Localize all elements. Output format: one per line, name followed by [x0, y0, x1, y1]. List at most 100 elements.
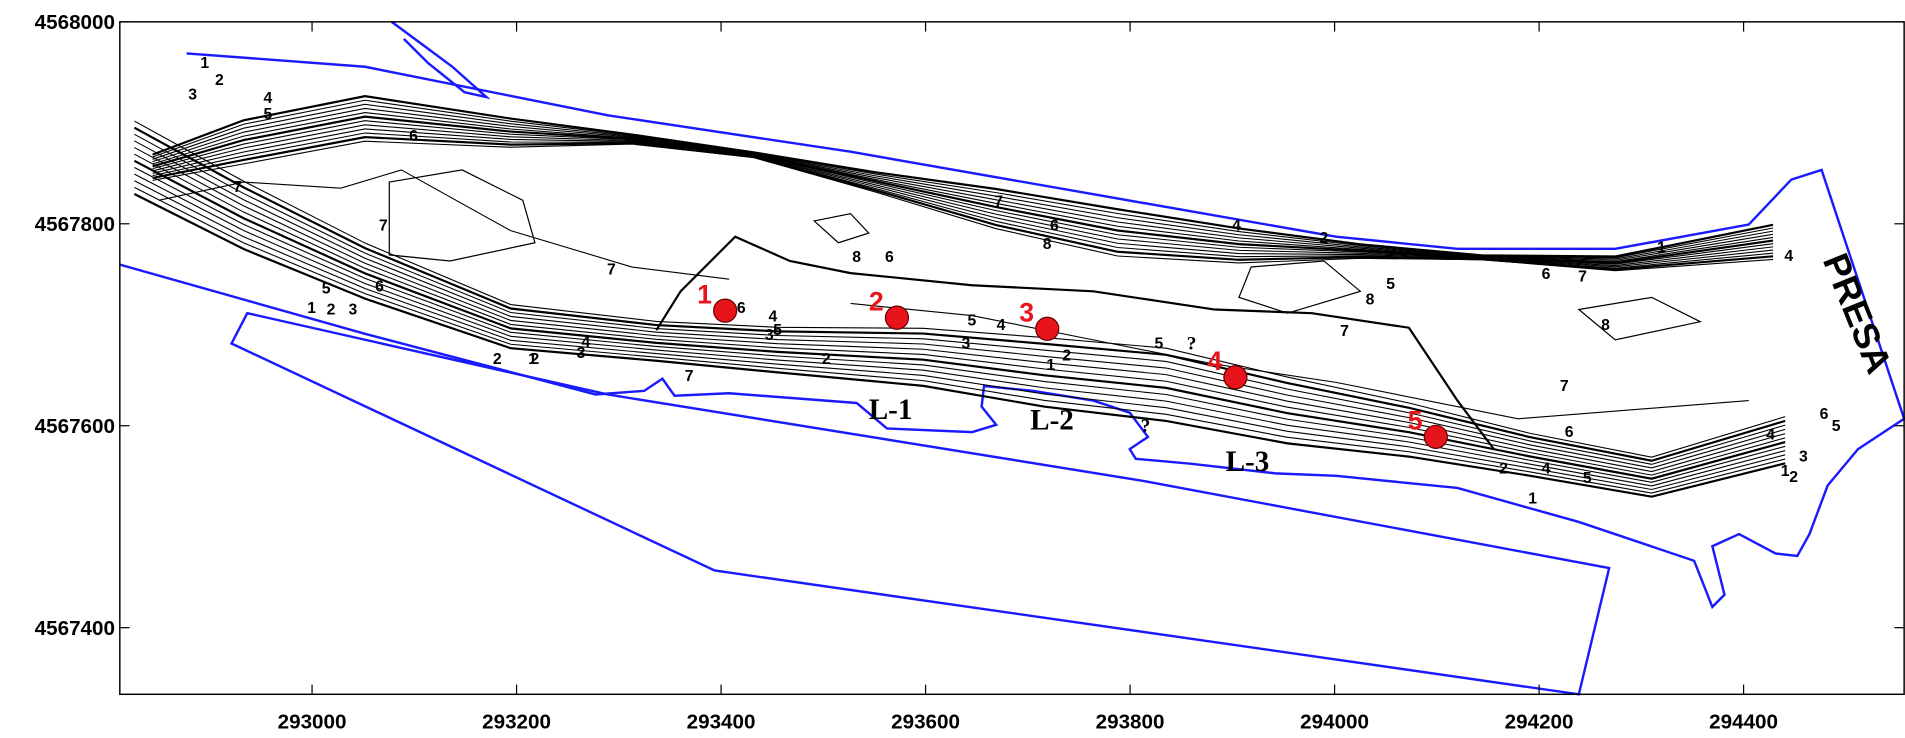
- point-label: 1: [697, 279, 712, 309]
- contour-label: 7: [1340, 323, 1349, 340]
- contour-label: 3: [961, 335, 970, 352]
- sample-point: [1223, 365, 1248, 390]
- x-tick-label: 294000: [1300, 710, 1369, 733]
- contour-line: [133, 159, 1786, 480]
- point-label: 2: [869, 286, 884, 316]
- shorelines: [119, 20, 1905, 696]
- contour-label: 6: [737, 300, 746, 317]
- contour-line: [850, 302, 1749, 420]
- contour-label: 5: [1386, 276, 1395, 293]
- contour-line: [134, 153, 1786, 476]
- sample-point: [884, 305, 910, 330]
- contour-label: 3: [577, 345, 586, 362]
- contour-label: 5: [773, 322, 782, 339]
- area-label: ?: [1187, 334, 1197, 355]
- contour-label: 1: [307, 300, 316, 317]
- contour-label: 6: [375, 278, 384, 295]
- contour-line: [655, 235, 1495, 450]
- contour-label: 3: [765, 327, 774, 344]
- reservoir-outline: [119, 52, 1905, 610]
- point-label: 4: [1207, 346, 1222, 376]
- contour-label: 4: [582, 334, 591, 351]
- contour-label: 4: [1232, 218, 1241, 235]
- contour-line: [1238, 260, 1362, 314]
- contour-label: 2: [1499, 460, 1508, 477]
- area-label: L-1: [869, 394, 913, 426]
- contour-label: 4: [1784, 248, 1793, 265]
- contour-label: 4: [264, 90, 273, 107]
- plot-frame: [119, 21, 1905, 696]
- x-tick-label: 293800: [1096, 710, 1165, 733]
- contour-label: 1: [1528, 491, 1537, 508]
- contour-label: 7: [685, 368, 694, 385]
- contour-line: [152, 140, 1774, 272]
- point-label: 3: [1019, 298, 1034, 328]
- contour-label: 4: [768, 309, 777, 326]
- contour-line: [134, 180, 1786, 491]
- contour-label: 5: [322, 281, 331, 298]
- contour-line: [134, 166, 1786, 483]
- contour-label: 3: [1799, 448, 1808, 465]
- y-tick-label: 4568000: [35, 11, 115, 34]
- contour-line: [388, 169, 536, 262]
- contour-label: 3: [188, 87, 197, 104]
- contour-label: 7: [379, 218, 388, 235]
- sample-point: [713, 298, 738, 323]
- contour-label: 8: [1601, 317, 1610, 334]
- x-tick-label: 293000: [278, 710, 347, 733]
- contour-label: 3: [348, 301, 357, 318]
- contour-label: 2: [531, 351, 540, 368]
- contour-line: [134, 186, 1786, 494]
- contour-label: 6: [885, 249, 894, 266]
- contour-label: 8: [1366, 292, 1375, 309]
- y-tick-label: 4567600: [35, 415, 115, 438]
- contour-label: 6: [1542, 266, 1551, 283]
- contour-label: 5: [1154, 335, 1163, 352]
- contour-line: [134, 147, 1786, 473]
- contour-label: 7: [1560, 378, 1569, 395]
- south-outline: [229, 311, 1611, 696]
- contour-label: 1: [1046, 357, 1055, 374]
- contour-label: 4: [997, 317, 1006, 334]
- contour-label: 6: [1050, 218, 1059, 235]
- contour-line: [133, 192, 1786, 498]
- dam-label: PRESA: [1815, 248, 1900, 380]
- frame: [119, 21, 1905, 696]
- contour-line: [134, 133, 1786, 465]
- contour-label: 1: [1657, 239, 1666, 256]
- contour-label: 2: [493, 351, 502, 368]
- x-tick-label: 293600: [891, 710, 960, 733]
- contour-label: 2: [822, 351, 831, 368]
- contour-line: [134, 140, 1786, 469]
- area-label: L-3: [1226, 446, 1270, 478]
- contour-label: 2: [1789, 469, 1798, 486]
- contour-line: [133, 126, 1786, 462]
- y-tick-label: 4567400: [35, 617, 115, 640]
- area-label: ?: [1141, 416, 1151, 437]
- x-tick-label: 293200: [482, 710, 551, 733]
- y-tick-label: 4567800: [35, 213, 115, 236]
- contour-label: 8: [1043, 236, 1052, 253]
- contour-label: 4: [1766, 426, 1775, 443]
- x-tick-label: 293400: [687, 710, 756, 733]
- contour-label: 6: [1820, 406, 1829, 423]
- contour-label: 5: [1583, 470, 1592, 487]
- contour-label: 8: [852, 249, 861, 266]
- contour-label: 6: [409, 128, 418, 145]
- contour-label: 2: [215, 72, 224, 89]
- contour-line: [152, 124, 1774, 267]
- contour-label: 6: [1565, 424, 1574, 441]
- x-tick-label: 294400: [1709, 710, 1778, 733]
- contour-line: [812, 212, 870, 244]
- river-outline: [390, 20, 491, 100]
- contour-line: [134, 173, 1786, 487]
- contour-line: [158, 169, 730, 280]
- contour-label: 7: [233, 179, 242, 196]
- contour-label: 7: [994, 193, 1003, 210]
- contour-label: 7: [1578, 269, 1587, 286]
- contour-label: 1: [200, 55, 209, 72]
- sample-point: [1423, 424, 1448, 449]
- contour-label: 2: [1062, 348, 1071, 365]
- contour-label: 4: [1542, 460, 1551, 477]
- contour-label: 7: [607, 261, 616, 278]
